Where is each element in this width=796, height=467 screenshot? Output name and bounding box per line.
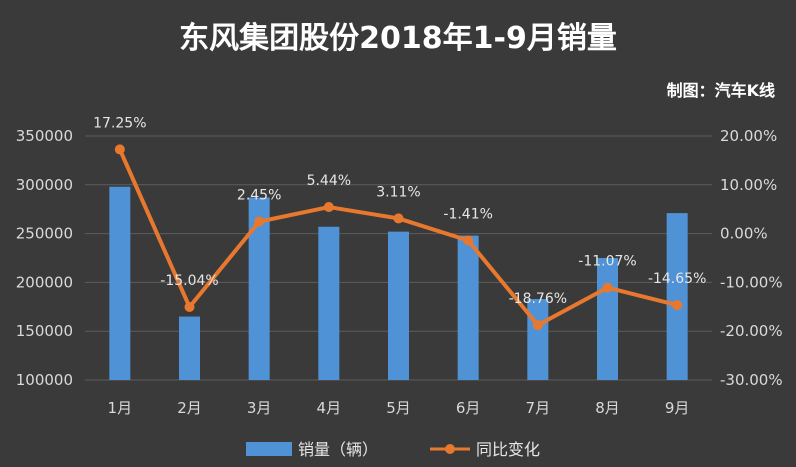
category-label: 2月 (177, 399, 202, 417)
bar (457, 235, 479, 380)
line-data-label: -14.65% (648, 271, 706, 287)
line-data-label: 5.44% (307, 173, 351, 189)
line-point (254, 216, 265, 227)
legend-bar-swatch (246, 442, 292, 456)
category-label: 3月 (247, 399, 272, 417)
line-data-label: 3.11% (376, 184, 420, 200)
line-point (463, 235, 474, 246)
right-tick-label: 20.00% (720, 127, 777, 145)
line-point (532, 320, 543, 331)
line-data-label: 17.25% (93, 115, 146, 131)
bar (248, 197, 270, 380)
bar (527, 298, 549, 380)
line-data-label: -11.07% (578, 254, 636, 270)
chart-title: 东风集团股份2018年1-9月销量 (179, 21, 617, 56)
left-tick-label: 250000 (16, 225, 73, 243)
bar (597, 258, 618, 380)
chart-credit: 制图：汽车K线 (667, 81, 775, 100)
left-tick-label: 150000 (16, 322, 73, 340)
category-label: 4月 (317, 399, 342, 417)
line-point (672, 300, 683, 311)
right-tick-label: -10.00% (720, 273, 783, 291)
bar (666, 213, 688, 380)
category-label: 5月 (386, 399, 411, 417)
line-data-labels: 17.25% -15.04% 2.45% 5.44% 3.11% -1.41% -18.76… (93, 115, 706, 307)
line-point (184, 301, 195, 312)
line-data-label: -15.04% (160, 273, 218, 289)
left-tick-label: 350000 (16, 127, 73, 145)
category-label: 7月 (526, 399, 551, 417)
right-tick-label: -30.00% (720, 371, 783, 389)
line-series (114, 144, 683, 331)
line-data-label: -1.41% (443, 206, 493, 222)
left-tick-label: 300000 (16, 176, 73, 194)
right-tick-label: 10.00% (720, 176, 777, 194)
bar (318, 226, 340, 380)
line-point (602, 282, 613, 293)
category-label: 1月 (108, 399, 133, 417)
legend: 销量（辆） 同比变化 (246, 440, 540, 459)
right-tick-label: 0.00% (720, 225, 768, 243)
category-label: 9月 (665, 399, 690, 417)
line-point (323, 202, 334, 213)
left-axis-ticks: 100000 150000 200000 250000 300000 350000 (16, 127, 73, 389)
legend-line-marker (445, 444, 455, 454)
line-data-label: -18.76% (509, 291, 567, 307)
line-point (114, 144, 125, 155)
bar (179, 316, 200, 380)
category-labels: 1月 2月 3月 4月 5月 6月 7月 8月 9月 (108, 399, 690, 417)
right-tick-label: -20.00% (720, 322, 783, 340)
line-point (393, 213, 404, 224)
category-label: 6月 (456, 399, 481, 417)
left-tick-label: 200000 (16, 273, 73, 291)
category-label: 8月 (595, 399, 620, 417)
line-data-label: 2.45% (237, 188, 281, 204)
bar (109, 186, 131, 380)
legend-line-label: 同比变化 (476, 440, 540, 459)
legend-bar-label: 销量（辆） (298, 440, 378, 459)
left-tick-label: 100000 (16, 371, 73, 389)
right-axis-ticks: -30.00% -20.00% -10.00% 0.00% 10.00% 20.00% (720, 127, 783, 389)
bar (388, 231, 409, 380)
